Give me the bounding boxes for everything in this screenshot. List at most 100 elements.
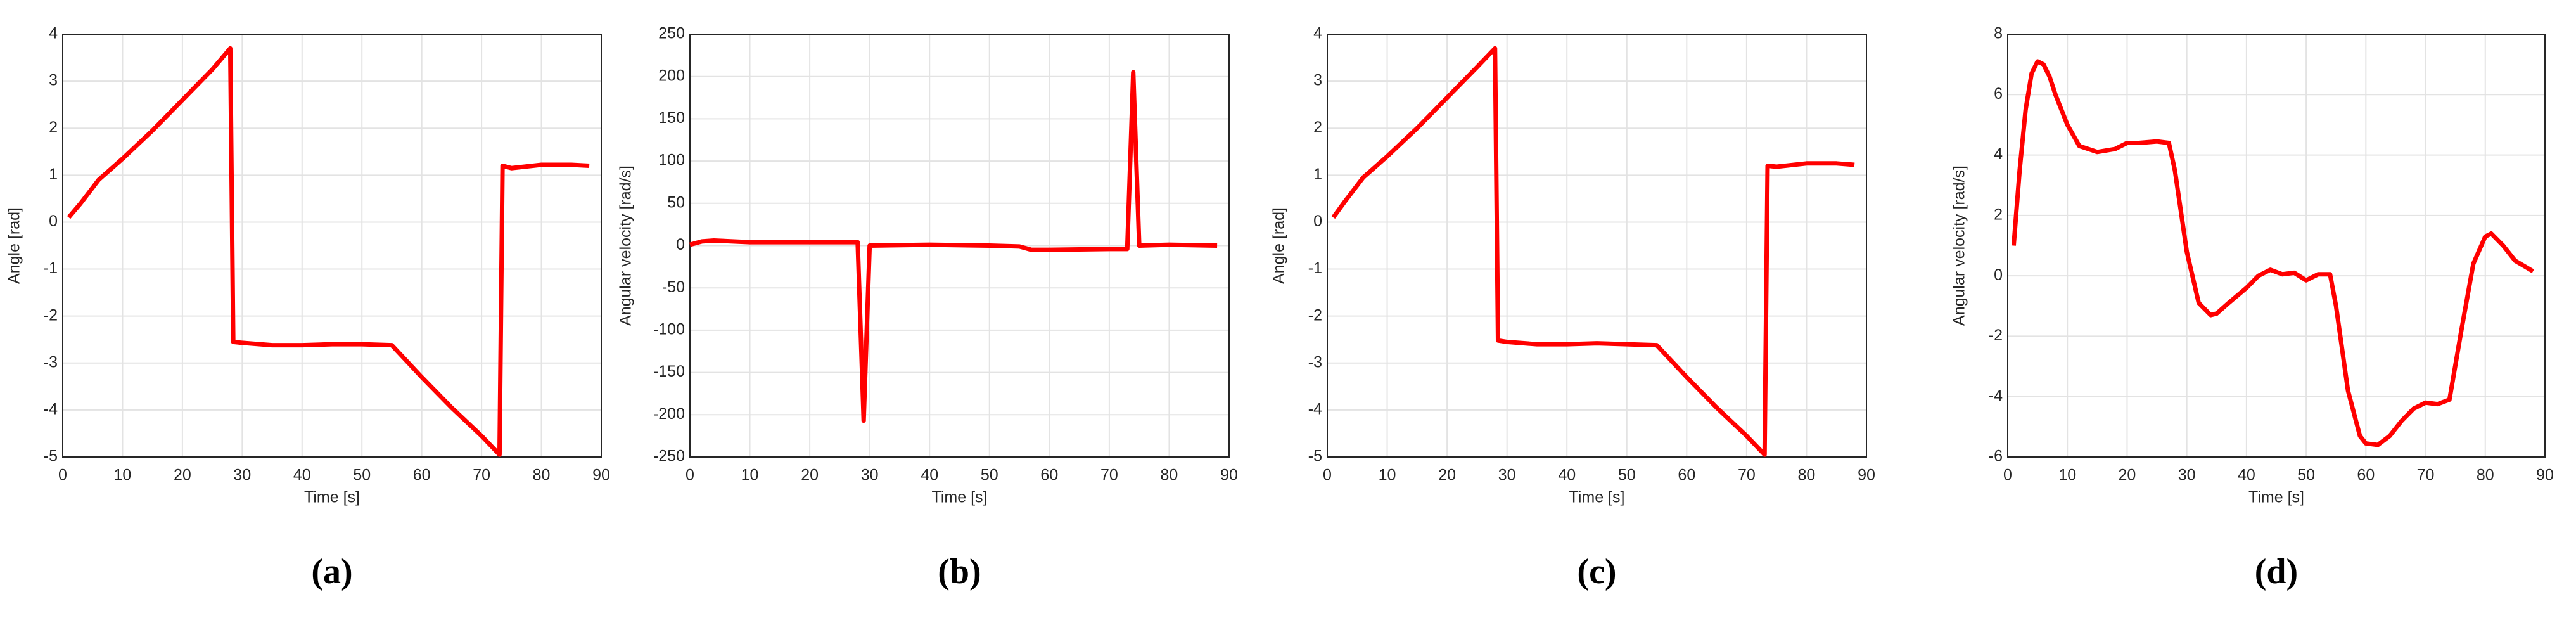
y-tick-label: 2 <box>1994 205 2003 223</box>
y-axis-label: Angular velocity [rad/s] <box>617 165 635 326</box>
x-tick-label: 40 <box>921 467 938 484</box>
x-tick-label: 90 <box>1858 467 1875 484</box>
caption: (b) <box>938 552 981 591</box>
y-tick-label: 3 <box>1313 72 1322 89</box>
data-line <box>2011 59 2534 447</box>
y-tick-label: -4 <box>1308 400 1322 418</box>
x-tick-label: 50 <box>981 467 998 484</box>
y-tick-label: -1 <box>44 259 58 277</box>
x-axis-label: Time [s] <box>932 489 988 506</box>
caption: (a) <box>311 552 352 591</box>
x-tick-label: 20 <box>1438 467 1456 484</box>
y-tick-label: 0 <box>676 236 685 254</box>
y-axis-label: Angle [rad] <box>1270 207 1288 284</box>
y-tick-label: -4 <box>1989 387 2003 404</box>
y-tick-label: -3 <box>44 353 58 371</box>
plot-frame <box>62 34 602 458</box>
y-tick-label: -150 <box>653 363 685 380</box>
x-tick-label: 10 <box>1379 467 1396 484</box>
x-tick-label: 30 <box>2178 467 2196 484</box>
x-tick-label: 80 <box>1161 467 1178 484</box>
x-tick-label: 60 <box>1678 467 1695 484</box>
plot-frame <box>1327 34 1867 458</box>
x-tick-label: 30 <box>1498 467 1516 484</box>
y-tick-label: -200 <box>653 405 685 423</box>
data-line <box>689 70 1218 423</box>
y-tick-label: 1 <box>49 165 58 183</box>
x-tick-label: 90 <box>1220 467 1238 484</box>
x-tick-label: 20 <box>174 467 191 484</box>
y-tick-label: 4 <box>1994 145 2003 163</box>
y-tick-label: 6 <box>1994 85 2003 103</box>
y-tick-label: 0 <box>49 212 58 230</box>
y-tick-label: -50 <box>662 278 685 296</box>
data-line <box>67 46 590 457</box>
x-tick-label: 90 <box>2536 467 2554 484</box>
x-tick-label: 90 <box>592 467 610 484</box>
y-tick-label: -1 <box>1308 259 1322 277</box>
y-tick-label: 4 <box>1313 25 1322 42</box>
x-tick-label: 20 <box>801 467 819 484</box>
x-axis-label: Time [s] <box>2248 489 2304 506</box>
y-tick-label: -4 <box>44 400 58 418</box>
y-tick-label: 250 <box>658 25 685 42</box>
data-line <box>1331 46 1855 457</box>
y-tick-label: 0 <box>1313 212 1322 230</box>
x-tick-label: 40 <box>2238 467 2255 484</box>
x-tick-label: 70 <box>1738 467 1756 484</box>
y-tick-label: -5 <box>1308 447 1322 465</box>
x-tick-label: 40 <box>293 467 311 484</box>
x-tick-label: 50 <box>353 467 371 484</box>
x-tick-label: 50 <box>2297 467 2315 484</box>
y-tick-label: 1 <box>1313 165 1322 183</box>
x-tick-label: 70 <box>1100 467 1118 484</box>
x-tick-label: 0 <box>58 467 67 484</box>
y-tick-label: 4 <box>49 25 58 42</box>
y-tick-label: 8 <box>1994 25 2003 42</box>
x-tick-label: 30 <box>861 467 879 484</box>
y-tick-label: 100 <box>658 151 685 169</box>
x-tick-label: 60 <box>413 467 431 484</box>
y-tick-label: 2 <box>1313 119 1322 136</box>
y-tick-label: 50 <box>667 193 685 211</box>
x-tick-label: 80 <box>533 467 551 484</box>
y-tick-label: 2 <box>49 119 58 136</box>
y-tick-label: 3 <box>49 72 58 89</box>
x-tick-label: 0 <box>685 467 694 484</box>
y-tick-label: -2 <box>1308 306 1322 324</box>
x-tick-label: 0 <box>1323 467 1332 484</box>
x-tick-label: 70 <box>2417 467 2435 484</box>
x-axis-label: Time [s] <box>1569 489 1625 506</box>
x-tick-label: 40 <box>1558 467 1576 484</box>
x-axis-label: Time [s] <box>304 489 360 506</box>
x-tick-label: 10 <box>741 467 759 484</box>
x-tick-label: 20 <box>2119 467 2136 484</box>
x-tick-label: 60 <box>1040 467 1058 484</box>
x-tick-label: 80 <box>1798 467 1816 484</box>
y-axis-label: Angular velocity [rad/s] <box>1951 165 1968 326</box>
y-tick-label: 0 <box>1994 266 2003 284</box>
x-tick-label: 30 <box>233 467 251 484</box>
y-tick-label: 150 <box>658 109 685 127</box>
x-tick-label: 70 <box>473 467 490 484</box>
x-tick-label: 10 <box>2058 467 2076 484</box>
x-tick-label: 80 <box>2477 467 2494 484</box>
x-tick-label: 60 <box>2357 467 2375 484</box>
caption: (d) <box>2255 552 2298 591</box>
x-tick-label: 50 <box>1618 467 1636 484</box>
caption: (c) <box>1577 552 1616 591</box>
y-axis-label: Angle [rad] <box>6 207 23 284</box>
y-tick-label: -6 <box>1989 447 2003 465</box>
x-tick-label: 10 <box>114 467 132 484</box>
plot-frame <box>2007 34 2546 458</box>
y-tick-label: 200 <box>658 67 685 84</box>
y-tick-label: -5 <box>44 447 58 465</box>
y-tick-label: -100 <box>653 321 685 338</box>
plot-frame <box>689 34 1230 458</box>
x-tick-label: 0 <box>2003 467 2012 484</box>
y-tick-label: -3 <box>1308 353 1322 371</box>
y-tick-label: -250 <box>653 447 685 465</box>
y-tick-label: -2 <box>1989 326 2003 344</box>
y-tick-label: -2 <box>44 306 58 324</box>
